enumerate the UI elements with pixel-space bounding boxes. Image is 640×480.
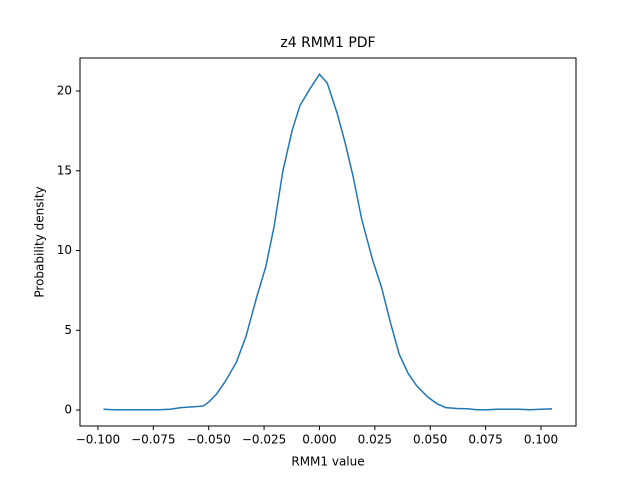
- axes-frame: [79, 57, 577, 427]
- x-axis-label: RMM1 value: [291, 455, 364, 469]
- x-tick-label: 0.025: [358, 433, 392, 447]
- chart-title: z4 RMM1 PDF: [280, 35, 375, 51]
- x-tick-label: 0.050: [413, 433, 447, 447]
- y-tick-label: 0: [64, 403, 72, 417]
- x-tick-label: −0.100: [76, 433, 120, 447]
- x-tick-label: 0.075: [468, 433, 502, 447]
- y-tick-label: 15: [57, 163, 72, 177]
- x-tick-label: 0.000: [302, 433, 336, 447]
- data-line: [103, 73, 553, 411]
- y-axis-label: Probability density: [33, 186, 47, 297]
- x-tick-label: −0.075: [131, 433, 175, 447]
- x-tick-label: 0.100: [524, 433, 558, 447]
- x-tick-label: −0.050: [186, 433, 230, 447]
- y-tick-label: 10: [57, 243, 72, 257]
- y-tick-label: 20: [57, 84, 72, 98]
- y-tick-label: 5: [64, 323, 72, 337]
- x-tick-label: −0.025: [242, 433, 286, 447]
